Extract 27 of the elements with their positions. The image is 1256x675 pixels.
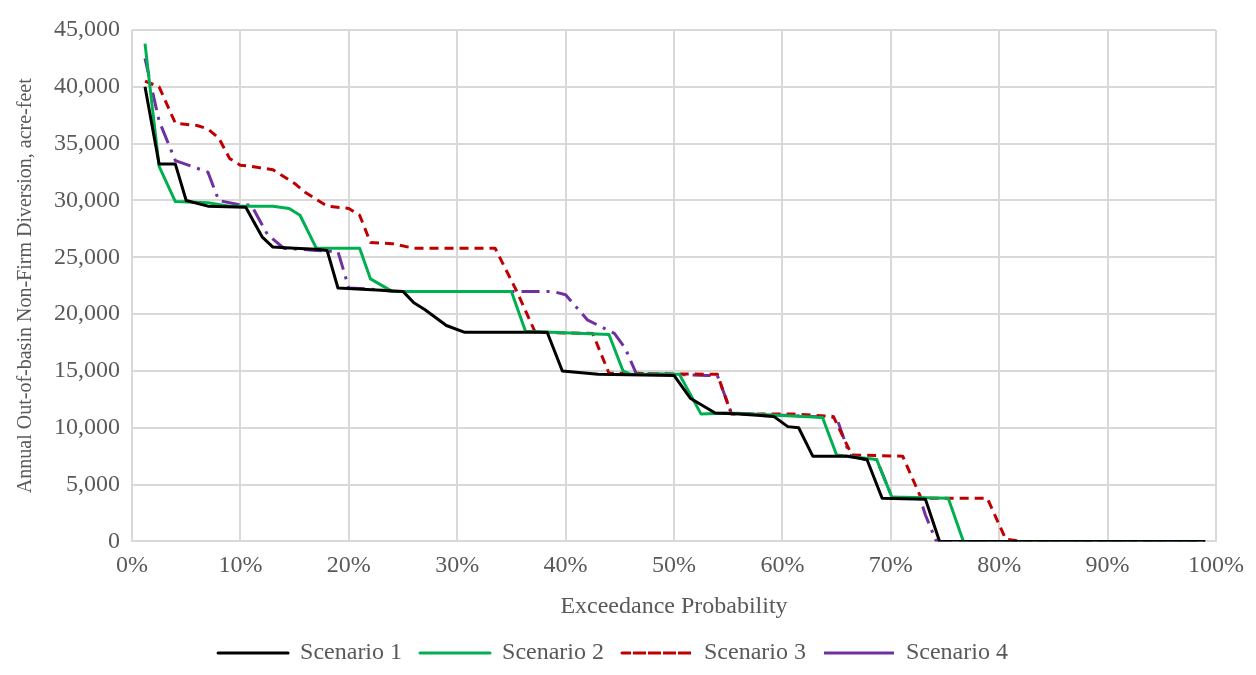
x-tick-label: 0% — [116, 551, 148, 578]
y-tick-label: 30,000 — [54, 185, 120, 212]
legend-label: Scenario 1 — [300, 638, 403, 665]
y-tick-label: 20,000 — [54, 299, 120, 326]
y-tick-label: 45,000 — [54, 15, 120, 42]
x-tick-label: 10% — [218, 551, 263, 578]
y-axis-title: Annual Out-of-basin Non-Firm Diversion, acre-feet — [13, 77, 36, 494]
y-tick-label: 35,000 — [54, 128, 120, 155]
y-tick-label: 15,000 — [54, 356, 120, 383]
legend-label: Scenario 2 — [502, 638, 604, 665]
y-tick-label: 40,000 — [54, 72, 120, 99]
x-tick-label: 70% — [868, 551, 913, 578]
x-tick-label: 40% — [543, 551, 588, 578]
x-tick-label: 20% — [326, 551, 371, 578]
x-axis-title: Exceedance Probability — [560, 591, 788, 618]
x-tick-label: 30% — [435, 551, 480, 578]
x-tick-label: 60% — [760, 551, 805, 578]
x-tick-label: 90% — [1085, 551, 1130, 578]
y-tick-label: 10,000 — [54, 413, 120, 440]
y-tick-label: 25,000 — [54, 242, 120, 269]
y-tick-label: 5,000 — [66, 469, 120, 496]
x-tick-label: 50% — [652, 551, 696, 578]
x-tick-label: 80% — [977, 551, 1022, 578]
legend-label: Scenario 4 — [905, 638, 1008, 665]
x-tick-label: 100% — [1188, 551, 1244, 578]
y-tick-label: 0 — [108, 526, 120, 553]
legend-label: Scenario 3 — [704, 638, 806, 665]
